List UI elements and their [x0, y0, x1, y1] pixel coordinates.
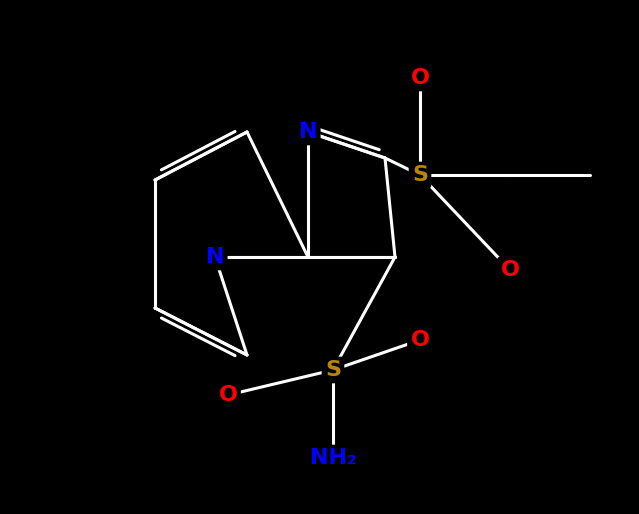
- Text: S: S: [412, 165, 428, 185]
- Text: O: O: [500, 260, 520, 280]
- Text: N: N: [206, 247, 224, 267]
- Text: S: S: [325, 360, 341, 380]
- Text: O: O: [410, 68, 429, 88]
- Text: NH₂: NH₂: [310, 448, 357, 468]
- Text: N: N: [299, 122, 317, 142]
- Text: O: O: [410, 330, 429, 350]
- Text: O: O: [219, 385, 238, 405]
